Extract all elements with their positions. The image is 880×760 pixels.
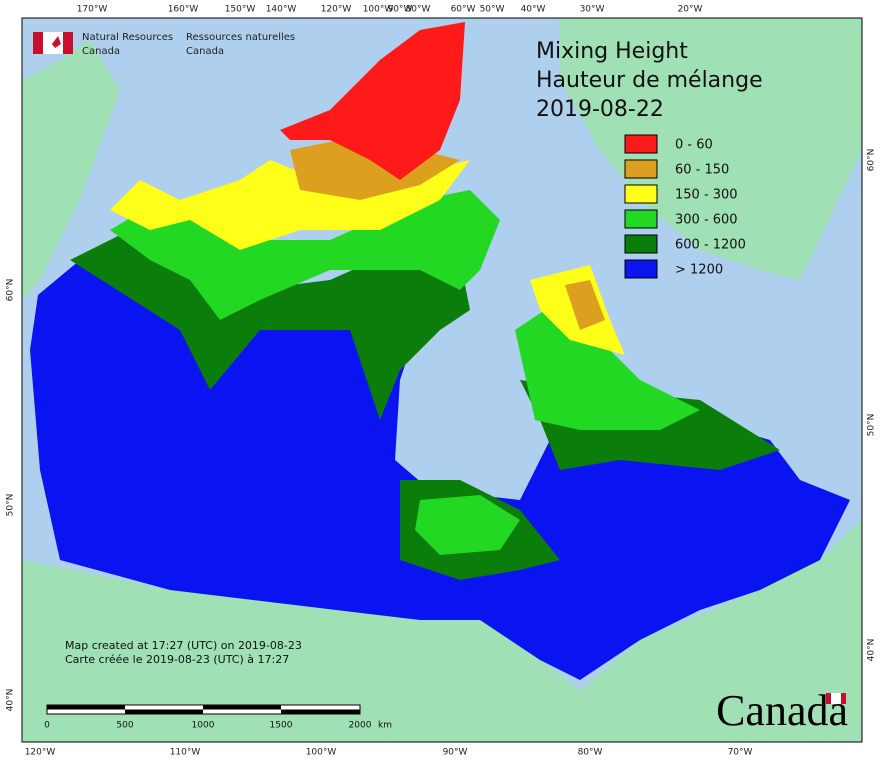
agency-line: Canada [82,46,120,57]
legend-swatch [624,184,658,204]
scale-label: 1000 [192,721,215,731]
latitude-label: 60°N [867,149,877,172]
scale-label: 0 [44,721,50,731]
latitude-label: 60°N [6,279,16,302]
longitude-label: 150°W [225,5,256,15]
legend-label: 0 - 60 [675,138,713,153]
legend-label: > 1200 [675,263,723,278]
canada-land [30,22,850,680]
longitude-label: 120°W [321,5,352,15]
map-frame [21,17,863,743]
scale-label: 2000 [349,721,372,731]
longitude-label: 50°W [480,5,505,15]
longitude-label: 60°W [451,5,476,15]
credit-line: Map created at 17:27 (UTC) on 2019-08-23 [65,639,302,652]
latitude-label: 50°N [867,414,877,437]
latitude-label: 50°N [6,494,16,517]
agency-line: Natural Resources [82,32,173,43]
scale-unit: km [378,721,392,731]
flag-icon [33,32,846,704]
latitude-label: 40°N [6,689,16,712]
longitude-label: 90°W [388,5,413,15]
longitude-label: 100°W [306,748,337,758]
scale-bar [46,704,361,715]
longitude-label: 140°W [266,5,297,15]
legend-label: 60 - 150 [675,163,729,178]
longitude-label: 160°W [168,5,199,15]
longitude-label: 80°W [406,5,431,15]
neighbor-land [22,18,862,742]
longitude-label: 120°W [25,748,56,758]
credit-line: Carte créée le 2019-08-23 (UTC) à 17:27 [65,653,289,666]
longitude-label: 100°W [363,5,394,15]
longitude-label: 70°W [728,748,753,758]
scale-label: 500 [116,721,133,731]
longitude-label: 40°W [521,5,546,15]
longitude-label: 170°W [77,5,108,15]
canada-wordmark: Canada [716,686,848,735]
legend-swatch [624,259,658,279]
legend-swatch [624,134,658,154]
longitude-label: 30°W [580,5,605,15]
agence-line: Canada [186,46,224,57]
longitude-label: 20°W [678,5,703,15]
legend-label: 300 - 600 [675,213,738,228]
latitude-label: 40°N [867,639,877,662]
scale-label: 1500 [270,721,293,731]
legend-swatch [624,234,658,254]
map-title: Hauteur de mélange [536,68,763,93]
legend-label: 600 - 1200 [675,238,746,253]
longitude-label: 80°W [578,748,603,758]
legend-swatch [624,209,658,229]
agence-line: Ressources naturelles [186,32,295,43]
longitude-label: 90°W [443,748,468,758]
legend: 0 - 60 60 - 150 150 - 300 300 - 600 600 - 12… [624,134,746,279]
map-title: Mixing Height [536,39,688,64]
map-title: 2019-08-22 [536,97,664,122]
legend-swatch [624,159,658,179]
legend-label: 150 - 300 [675,188,738,203]
longitude-label: 110°W [170,748,201,758]
